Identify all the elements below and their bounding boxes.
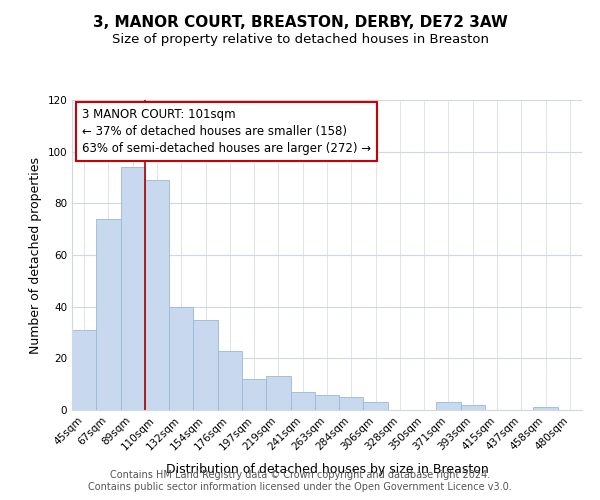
Bar [121,167,145,410]
Y-axis label: Number of detached properties: Number of detached properties [29,156,42,354]
Text: 3 MANOR COURT: 101sqm
← 37% of detached houses are smaller (158)
63% of semi-det: 3 MANOR COURT: 101sqm ← 37% of detached … [82,108,371,155]
Bar [266,376,290,410]
Bar [72,330,96,410]
Bar [339,397,364,410]
Bar [193,320,218,410]
Text: 3, MANOR COURT, BREASTON, DERBY, DE72 3AW: 3, MANOR COURT, BREASTON, DERBY, DE72 3A… [92,15,508,30]
X-axis label: Distribution of detached houses by size in Breaston: Distribution of detached houses by size … [166,463,488,476]
Text: Size of property relative to detached houses in Breaston: Size of property relative to detached ho… [112,32,488,46]
Text: Contains HM Land Registry data © Crown copyright and database right 2024.: Contains HM Land Registry data © Crown c… [110,470,490,480]
Bar [290,392,315,410]
Bar [315,394,339,410]
Bar [436,402,461,410]
Bar [242,379,266,410]
Bar [461,405,485,410]
Text: Contains public sector information licensed under the Open Government Licence v3: Contains public sector information licen… [88,482,512,492]
Bar [533,408,558,410]
Bar [218,350,242,410]
Bar [96,219,121,410]
Bar [145,180,169,410]
Bar [364,402,388,410]
Bar [169,306,193,410]
